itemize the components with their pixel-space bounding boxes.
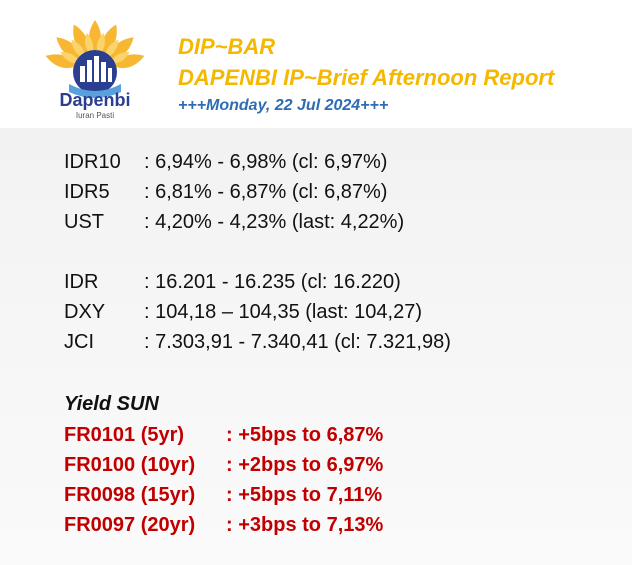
report-title: DIP~BAR [178, 34, 276, 59]
report-body [0, 128, 632, 565]
rate-label: UST [64, 211, 104, 233]
yield-value: : +3bps to 7,13% [226, 514, 384, 536]
market-row: JCI : 7.303,91 - 7.340,41 (cl: 7.321,98) [64, 331, 451, 354]
rate-row: IDR5 : 6,81% - 6,87% (cl: 6,87%) [64, 181, 387, 204]
market-row: DXY : 104,18 – 104,35 (last: 104,27) [64, 301, 422, 324]
logo-tagline: Iuran Pasti [75, 111, 115, 120]
yield-row: FR0101 (5yr) : +5bps to 6,87% [64, 424, 383, 447]
market-value: : 7.303,91 - 7.340,41 (cl: 7.321,98) [144, 331, 451, 353]
yield-sun-title: Yield SUN [64, 393, 159, 415]
yield-label: FR0101 (5yr) [64, 424, 185, 446]
yield-label: FR0100 (10yr) [64, 454, 196, 476]
market-label: IDR [64, 271, 99, 293]
yield-value: : +5bps to 7,11% [226, 484, 383, 506]
market-value: : 104,18 – 104,35 (last: 104,27) [144, 301, 422, 323]
yield-label: FR0097 (20yr) [64, 514, 196, 536]
report-header: Dapenbi Iuran Pasti DIP~BAR DAPENBI IP~B… [0, 0, 632, 128]
report-date: +++Monday, 22 Jul 2024+++ [178, 97, 389, 114]
yield-row: FR0097 (20yr) : +3bps to 7,13% [64, 514, 383, 537]
report-subtitle: DAPENBI IP~Brief Afternoon Report [178, 65, 555, 90]
rate-value: : 6,94% - 6,98% (cl: 6,97%) [144, 151, 388, 173]
yield-row: FR0098 (15yr) : +5bps to 7,11% [64, 484, 382, 507]
rate-label: IDR10 [64, 151, 121, 173]
yield-label: FR0098 (15yr) [64, 484, 196, 506]
sun-building-logo-icon [45, 20, 145, 98]
market-row: IDR : 16.201 - 16.235 (cl: 16.220) [64, 271, 401, 294]
rate-value: : 6,81% - 6,87% (cl: 6,87%) [144, 181, 388, 203]
market-value: : 16.201 - 16.235 (cl: 16.220) [144, 271, 401, 293]
logo-name: Dapenbi [59, 90, 131, 110]
rate-row: IDR10 : 6,94% - 6,98% (cl: 6,97%) [64, 151, 387, 174]
market-label: DXY [64, 301, 106, 323]
yield-value: : +5bps to 6,87% [226, 424, 384, 446]
rate-label: IDR5 [64, 181, 110, 203]
rate-row: UST : 4,20% - 4,23% (last: 4,22%) [64, 211, 404, 234]
yield-row: FR0100 (10yr) : +2bps to 6,97% [64, 454, 383, 477]
rate-value: : 4,20% - 4,23% (last: 4,22%) [144, 211, 405, 233]
yield-value: : +2bps to 6,97% [226, 454, 384, 476]
market-label: JCI [64, 331, 94, 353]
